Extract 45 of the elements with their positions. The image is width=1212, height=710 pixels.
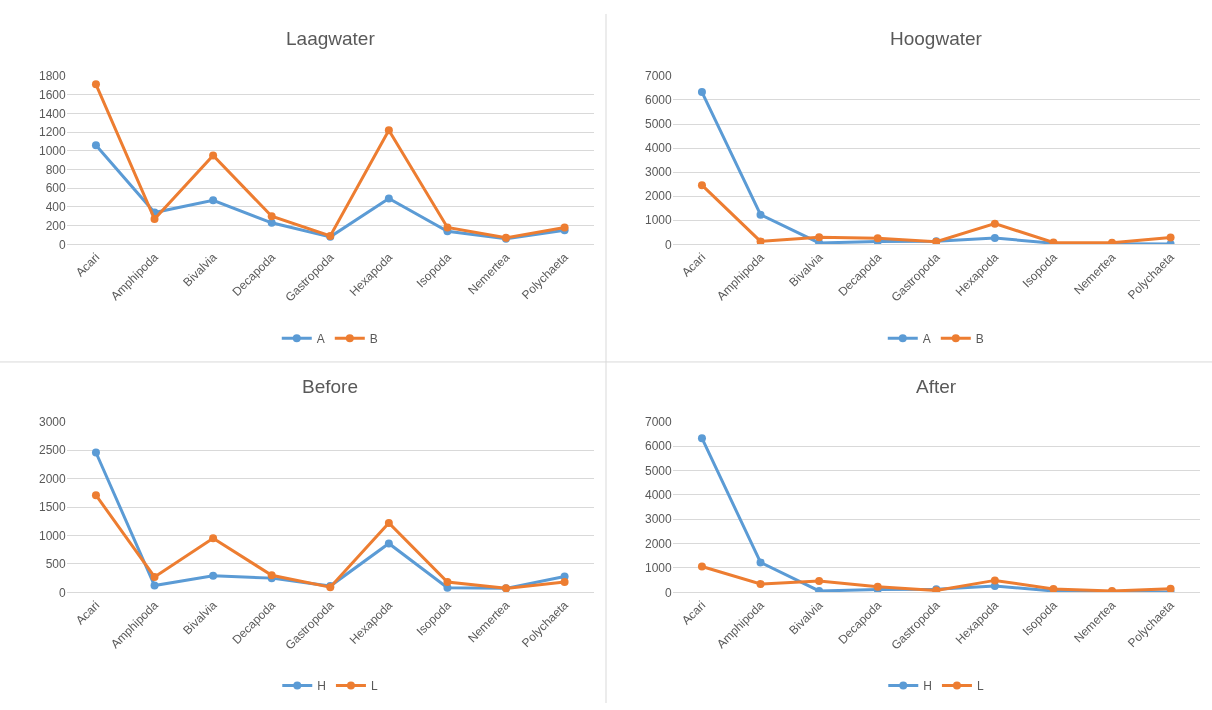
y-tick-label: 1600 (38, 87, 66, 102)
y-tick-label: 7000 (644, 69, 672, 84)
y-tick-label: 2000 (644, 189, 672, 204)
y-tick-label: 3000 (38, 415, 66, 430)
chart-title: Laagwater (286, 28, 376, 49)
chart-title: Hoogwater (890, 28, 983, 49)
y-tick-label: 0 (664, 237, 672, 252)
y-tick-label: 1800 (38, 69, 66, 84)
y-tick-label: 0 (664, 585, 672, 600)
y-tick-label: 5000 (644, 117, 672, 132)
chart-title: After (916, 376, 957, 397)
y-tick-label: 7000 (644, 415, 672, 430)
y-tick-label: 800 (45, 162, 66, 177)
y-tick-label: 500 (45, 557, 66, 572)
y-tick-label: 2500 (38, 443, 66, 458)
legend-label: A (316, 331, 325, 346)
legend-label: L (976, 679, 984, 694)
y-tick-label: 1200 (38, 125, 66, 140)
legend-label: B (975, 331, 984, 346)
y-tick-label: 2000 (38, 471, 66, 486)
y-tick-label: 1500 (38, 500, 66, 515)
y-tick-label: 400 (45, 200, 66, 215)
y-tick-label: 0 (58, 585, 66, 600)
y-tick-label: 1000 (644, 213, 672, 228)
legend-label: H (317, 679, 326, 694)
y-tick-label: 1000 (644, 561, 672, 576)
y-tick-label: 3000 (644, 165, 672, 180)
y-tick-label: 3000 (644, 512, 672, 527)
y-tick-label: 6000 (644, 439, 672, 454)
y-tick-label: 4000 (644, 141, 672, 156)
y-tick-label: 2000 (644, 536, 672, 551)
chart-title: Before (302, 376, 358, 397)
y-tick-label: 4000 (644, 488, 672, 503)
legend-label: B (369, 331, 378, 346)
y-tick-label: 1000 (38, 528, 66, 543)
legend-label: H (923, 679, 932, 694)
legend-label: L (370, 679, 378, 694)
y-tick-label: 1400 (38, 106, 66, 121)
y-tick-label: 200 (45, 218, 66, 233)
legend-label: A (922, 331, 931, 346)
y-tick-label: 600 (45, 181, 66, 196)
y-tick-label: 0 (58, 237, 66, 252)
y-tick-label: 6000 (644, 93, 672, 108)
y-tick-label: 5000 (644, 463, 672, 478)
y-tick-label: 1000 (38, 143, 66, 158)
